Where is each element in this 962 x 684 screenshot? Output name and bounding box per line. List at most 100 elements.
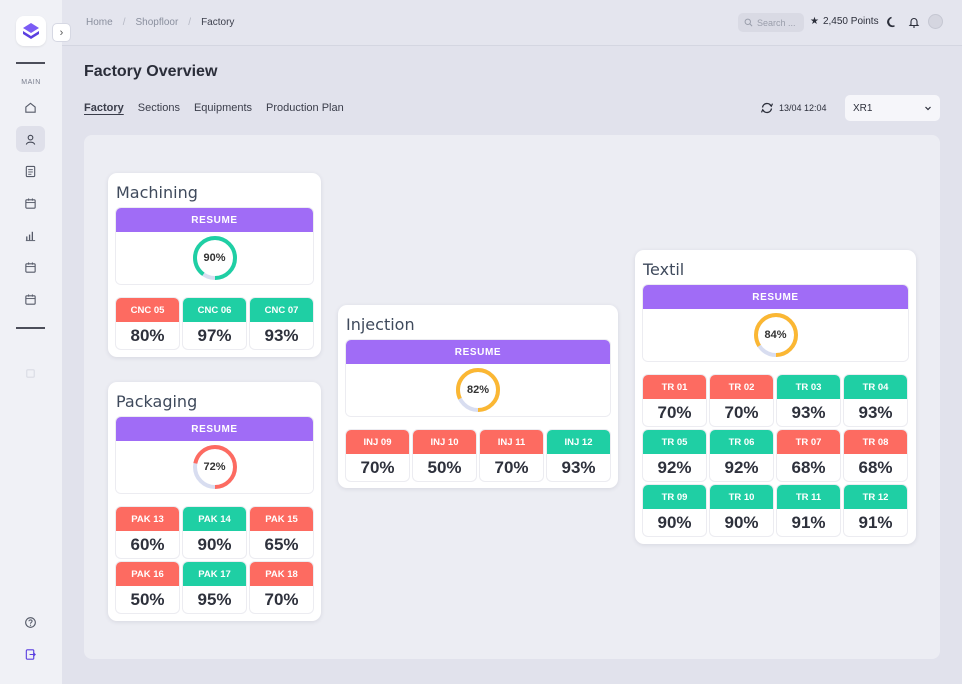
last-refresh-time: 13/04 12:04 [779, 103, 827, 113]
machine-value: 93% [858, 402, 893, 422]
page-title: Factory Overview [84, 63, 218, 80]
machine-tile[interactable]: INJ 12 93% [547, 430, 610, 481]
machine-tile[interactable]: TR 07 68% [777, 430, 840, 481]
line-selector[interactable]: XR1 [845, 95, 940, 121]
sidebar-item-help[interactable] [16, 609, 45, 635]
machine-tile[interactable]: TR 01 70% [643, 375, 706, 426]
breadcrumb-shopfloor[interactable]: Shopfloor [135, 17, 179, 28]
document-icon [25, 165, 36, 177]
sidebar-item-home[interactable] [16, 94, 45, 120]
machine-id: TR 07 [777, 430, 840, 454]
machine-id: PAK 13 [116, 507, 179, 531]
sidebar-item-faded[interactable] [16, 360, 45, 386]
machine-tile[interactable]: PAK 14 90% [183, 507, 246, 558]
machine-tile[interactable]: TR 03 93% [777, 375, 840, 426]
machine-tile[interactable]: INJ 11 70% [480, 430, 543, 481]
tab-factory[interactable]: Factory [84, 102, 124, 114]
moon-icon[interactable] [886, 16, 898, 28]
machine-id: PAK 17 [183, 562, 246, 586]
resume-panel[interactable]: RESUME 82% [346, 340, 610, 416]
machine-tile[interactable]: PAK 13 60% [116, 507, 179, 558]
machine-value: 95% [197, 589, 232, 609]
section-card-textil[interactable]: Textil RESUME 84% TR 01 70% TR 02 70% TR 03 93% T… [635, 250, 916, 544]
sidebar-item-analytics[interactable] [16, 222, 45, 248]
refresh-icon [760, 102, 774, 114]
machine-value: 50% [427, 457, 462, 477]
machine-tile[interactable]: INJ 09 70% [346, 430, 409, 481]
help-icon [25, 616, 36, 628]
machine-value: 68% [791, 457, 826, 477]
machine-id: TR 05 [643, 430, 706, 454]
machine-id: TR 04 [844, 375, 907, 399]
machine-value: 65% [264, 534, 299, 554]
resume-panel[interactable]: RESUME 84% [643, 285, 908, 361]
machine-id: TR 01 [643, 375, 706, 399]
machine-tile[interactable]: CNC 05 80% [116, 298, 179, 349]
machine-id: TR 03 [777, 375, 840, 399]
machine-tile[interactable]: TR 05 92% [643, 430, 706, 481]
sidebar-item-calendar-2[interactable] [16, 254, 45, 280]
resume-value: 72% [203, 461, 226, 473]
star-icon: ★ [810, 16, 819, 27]
machine-tile[interactable]: TR 11 91% [777, 485, 840, 536]
calendar-icon [25, 197, 36, 209]
machine-tile[interactable]: PAK 16 50% [116, 562, 179, 613]
sidebar-item-user[interactable] [16, 126, 45, 152]
resume-body: 82% [346, 364, 610, 416]
sidebar-section-label: MAIN [21, 79, 41, 86]
sidebar-item-calendar-3[interactable] [16, 286, 45, 312]
machine-tile[interactable]: TR 10 90% [710, 485, 773, 536]
section-card-packaging[interactable]: Packaging RESUME 72% PAK 13 60% PAK 14 90% PAK … [108, 382, 321, 621]
resume-panel[interactable]: RESUME 72% [116, 417, 313, 493]
machine-tile[interactable]: INJ 10 50% [413, 430, 476, 481]
resume-value: 90% [203, 252, 226, 264]
bell-icon[interactable] [908, 16, 920, 28]
machine-id: PAK 14 [183, 507, 246, 531]
resume-body: 90% [116, 232, 313, 284]
machine-value: 60% [130, 534, 165, 554]
resume-panel[interactable]: RESUME 90% [116, 208, 313, 284]
resume-gauge: 82% [455, 367, 501, 413]
breadcrumb-home[interactable]: Home [86, 17, 113, 28]
resume-body: 72% [116, 441, 313, 493]
machine-id: TR 09 [643, 485, 706, 509]
sidebar-item-logout[interactable] [16, 641, 45, 667]
machine-tile[interactable]: CNC 06 97% [183, 298, 246, 349]
machine-tile[interactable]: PAK 17 95% [183, 562, 246, 613]
section-card-injection[interactable]: Injection RESUME 82% INJ 09 70% INJ 10 50% INJ … [338, 305, 618, 488]
search-placeholder: Search ... [757, 17, 796, 28]
machine-tile[interactable]: CNC 07 93% [250, 298, 313, 349]
section-title: Textil [643, 260, 685, 279]
machine-tile[interactable]: TR 02 70% [710, 375, 773, 426]
tab-production-plan[interactable]: Production Plan [266, 102, 344, 114]
calendar-icon [25, 261, 36, 273]
machine-tile[interactable]: PAK 15 65% [250, 507, 313, 558]
sidebar-item-calendar[interactable] [16, 190, 45, 216]
avatar[interactable] [928, 14, 943, 29]
tab-sections[interactable]: Sections [137, 102, 180, 114]
app-logo[interactable] [16, 16, 46, 46]
resume-header: RESUME [116, 208, 313, 232]
refresh-control[interactable]: 13/04 12:04 [760, 101, 827, 115]
machine-value: 70% [657, 402, 692, 422]
machine-id: TR 10 [710, 485, 773, 509]
resume-gauge: 72% [192, 444, 238, 490]
resume-header: RESUME [643, 285, 908, 309]
line-selector-value: XR1 [853, 102, 873, 114]
search-icon [744, 18, 753, 27]
tab-equipments[interactable]: Equipments [193, 102, 253, 114]
logo-icon [23, 23, 39, 39]
machine-value: 91% [791, 512, 826, 532]
machine-tile[interactable]: TR 04 93% [844, 375, 907, 426]
search-input[interactable]: Search ... [738, 13, 804, 32]
machine-value: 50% [130, 589, 165, 609]
sidebar-toggle-button[interactable]: › [52, 23, 71, 42]
machine-tile[interactable]: TR 06 92% [710, 430, 773, 481]
sidebar-item-documents[interactable] [16, 158, 45, 184]
grid-icon [26, 368, 35, 378]
machine-tile[interactable]: TR 08 68% [844, 430, 907, 481]
machine-tile[interactable]: TR 09 90% [643, 485, 706, 536]
machine-tile[interactable]: PAK 18 70% [250, 562, 313, 613]
section-card-machining[interactable]: Machining RESUME 90% CNC 05 80% CNC 06 97% CNC … [108, 173, 321, 357]
machine-tile[interactable]: TR 12 91% [844, 485, 907, 536]
